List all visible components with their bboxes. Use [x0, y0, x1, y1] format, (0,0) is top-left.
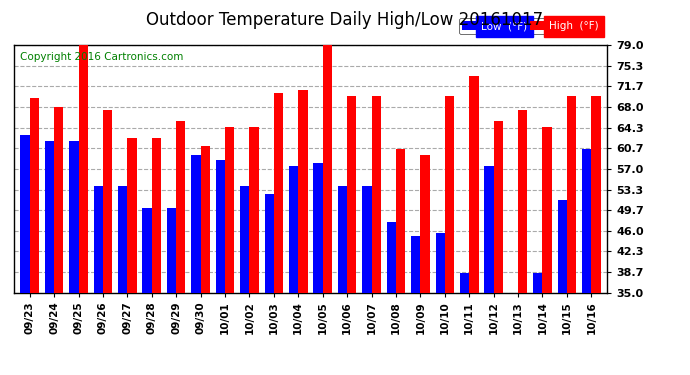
Bar [128, 138, 137, 292]
Bar [201, 146, 210, 292]
Bar [558, 200, 567, 292]
Bar [30, 99, 39, 292]
Bar [567, 96, 576, 292]
Bar [591, 96, 600, 292]
Bar [542, 127, 552, 292]
Bar [435, 234, 445, 292]
Bar [176, 121, 186, 292]
Bar [152, 138, 161, 292]
Bar [216, 160, 225, 292]
Bar [469, 76, 478, 292]
Bar [298, 90, 308, 292]
Bar [386, 222, 396, 292]
Bar [582, 149, 591, 292]
Bar [396, 149, 405, 292]
Bar [518, 110, 527, 292]
Bar [69, 141, 79, 292]
Bar [94, 186, 103, 292]
Text: Copyright 2016 Cartronics.com: Copyright 2016 Cartronics.com [20, 53, 183, 62]
Bar [143, 208, 152, 292]
Bar [362, 186, 371, 292]
Text: Outdoor Temperature Daily High/Low 20161017: Outdoor Temperature Daily High/Low 20161… [146, 11, 544, 29]
Bar [45, 141, 54, 292]
Bar [289, 166, 298, 292]
Bar [103, 110, 112, 292]
Bar [313, 163, 323, 292]
Bar [250, 127, 259, 292]
Bar [493, 121, 503, 292]
Bar [191, 155, 201, 292]
Bar [371, 96, 381, 292]
Legend: Low  (°F), High  (°F): Low (°F), High (°F) [460, 18, 602, 34]
Bar [323, 45, 332, 292]
Bar [347, 96, 357, 292]
Bar [445, 96, 454, 292]
Bar [79, 45, 88, 292]
Bar [54, 107, 63, 292]
Bar [338, 186, 347, 292]
Bar [225, 127, 235, 292]
Bar [460, 273, 469, 292]
Bar [167, 208, 176, 292]
Bar [118, 186, 128, 292]
Bar [240, 186, 250, 292]
Bar [264, 194, 274, 292]
Bar [533, 273, 542, 292]
Bar [411, 236, 420, 292]
Bar [420, 155, 430, 292]
Bar [484, 166, 493, 292]
Bar [274, 93, 283, 292]
Bar [21, 135, 30, 292]
